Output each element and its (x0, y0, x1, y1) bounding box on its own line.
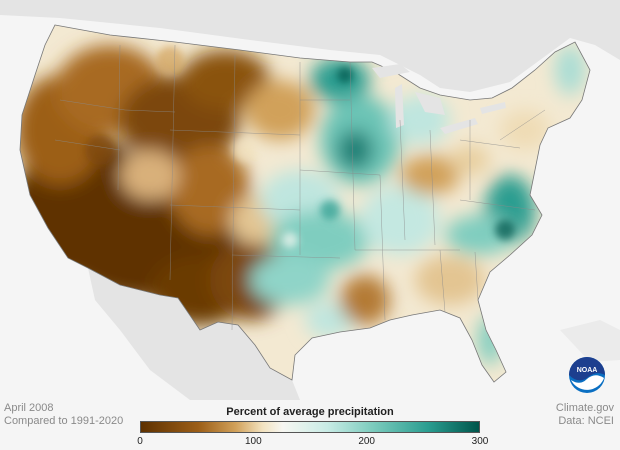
source-site: Climate.gov (555, 402, 614, 414)
legend-tick: 100 (244, 436, 262, 447)
precipitation-map (0, 0, 620, 400)
state-borders (54, 44, 546, 331)
source-data: Data: NCEI (558, 415, 614, 427)
us-outline (19, 24, 591, 383)
surrounding-land (0, 0, 620, 400)
noaa-logo-text: NOAA (577, 367, 598, 374)
legend-title: Percent of average precipitation (226, 406, 394, 418)
baseline-period: Compared to 1991-2020 (4, 415, 124, 427)
legend-color-bar (140, 421, 480, 433)
legend-tick: 300 (471, 436, 489, 447)
great-lakes (372, 64, 506, 134)
legend-tick: 0 (137, 436, 143, 447)
legend-tick: 200 (358, 436, 375, 447)
date-caption: April 2008 Compared to 1991-2020 (4, 402, 123, 428)
noaa-logo-icon: NOAA (569, 357, 605, 393)
source-caption: Climate.gov Data: NCEI (556, 402, 614, 428)
map-date: April 2008 (4, 402, 54, 414)
